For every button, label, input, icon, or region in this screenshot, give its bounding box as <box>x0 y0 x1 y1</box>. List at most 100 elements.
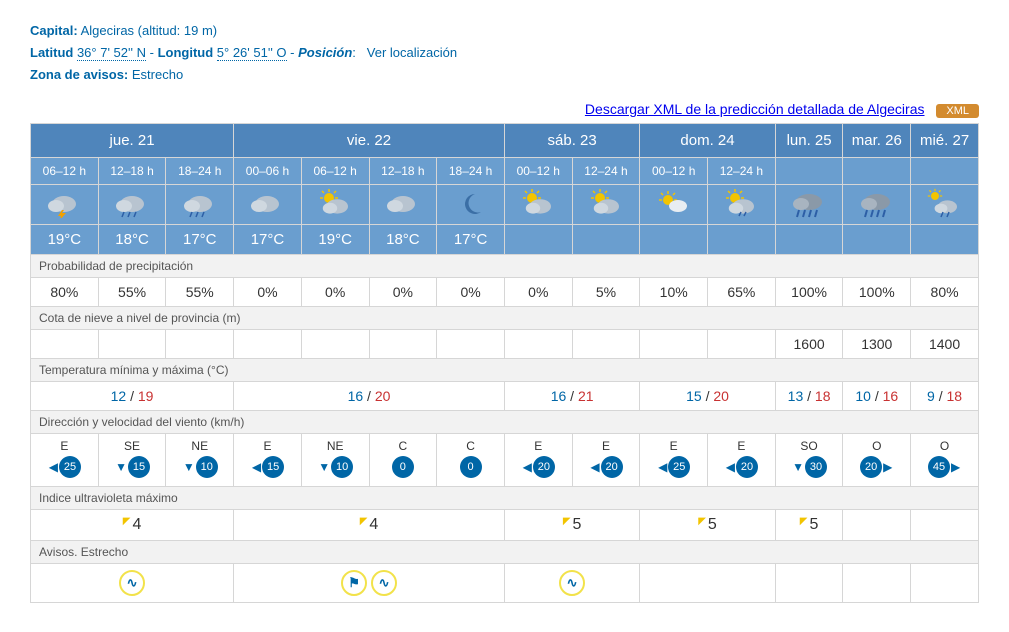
sky-icon <box>301 184 369 224</box>
period-label: 06–12 h <box>31 157 99 184</box>
minmax-value: 13 / 18 <box>775 381 843 410</box>
section-wind: Dirección y velocidad del viento (km/h) <box>31 410 979 433</box>
day-header: mar. 26 <box>843 123 911 157</box>
uv-value <box>911 509 979 540</box>
aviso-cell <box>911 563 979 602</box>
lon-value: 5° 26' 51'' O <box>217 45 287 61</box>
zone-label: Zona de avisos: <box>30 67 128 82</box>
day-header: lun. 25 <box>775 123 843 157</box>
forecast-table: jue. 21vie. 22sáb. 23dom. 24lun. 25mar. … <box>30 123 979 603</box>
snow-value <box>166 329 234 358</box>
aviso-cell <box>640 563 775 602</box>
snow-value: 1400 <box>911 329 979 358</box>
period-label: 18–24 h <box>437 157 505 184</box>
header-temp <box>775 224 843 254</box>
period-label: 12–18 h <box>369 157 437 184</box>
sky-icon <box>775 184 843 224</box>
section-avisos: Avisos. Estrecho <box>31 540 979 563</box>
period-label: 00–12 h <box>504 157 572 184</box>
minmax-value: 12 / 19 <box>31 381 234 410</box>
snow-value <box>31 329 99 358</box>
precip-value: 100% <box>775 277 843 306</box>
precip-value: 65% <box>708 277 776 306</box>
wind-cell: O45▶ <box>911 433 979 486</box>
uv-value: 4 <box>234 509 505 540</box>
sky-icon <box>708 184 776 224</box>
section-uv: Indice ultravioleta máximo <box>31 486 979 509</box>
precip-value: 55% <box>166 277 234 306</box>
section-snow: Cota de nieve a nivel de provincia (m) <box>31 306 979 329</box>
wind-cell: O20▶ <box>843 433 911 486</box>
precip-value: 0% <box>504 277 572 306</box>
period-label: 12–18 h <box>98 157 166 184</box>
snow-value: 1600 <box>775 329 843 358</box>
aviso-wave-icon: ∿ <box>371 570 397 596</box>
period-label: 00–12 h <box>640 157 708 184</box>
day-header: vie. 22 <box>234 123 505 157</box>
header-temp <box>708 224 776 254</box>
wind-cell: NE▼10 <box>166 433 234 486</box>
period-label <box>843 157 911 184</box>
header-temp <box>911 224 979 254</box>
precip-value: 0% <box>234 277 302 306</box>
location-meta: Capital: Algeciras (altitud: 19 m) Latit… <box>30 20 979 86</box>
minmax-value: 15 / 20 <box>640 381 775 410</box>
header-temp: 18°C <box>98 224 166 254</box>
pos-link[interactable]: Ver localización <box>367 45 457 60</box>
header-temp <box>572 224 640 254</box>
precip-value: 80% <box>911 277 979 306</box>
header-temp: 19°C <box>31 224 99 254</box>
wind-cell: E◀15 <box>234 433 302 486</box>
wind-cell: NE▼10 <box>301 433 369 486</box>
precip-value: 10% <box>640 277 708 306</box>
snow-value <box>708 329 776 358</box>
aviso-wave-icon: ∿ <box>559 570 585 596</box>
sky-icon <box>98 184 166 224</box>
aviso-cell: ⚑∿ <box>234 563 505 602</box>
header-temp: 19°C <box>301 224 369 254</box>
uv-value: 5 <box>640 509 775 540</box>
capital-value: Algeciras (altitud: 19 m) <box>81 23 218 38</box>
section-temp: Temperatura mínima y máxima (°C) <box>31 358 979 381</box>
snow-value: 1300 <box>843 329 911 358</box>
snow-value <box>301 329 369 358</box>
download-xml-link[interactable]: Descargar XML de la predicción detallada… <box>585 101 925 117</box>
wind-cell: SE▼15 <box>98 433 166 486</box>
period-label: 06–12 h <box>301 157 369 184</box>
minmax-value: 9 / 18 <box>911 381 979 410</box>
header-temp: 17°C <box>437 224 505 254</box>
sky-icon <box>437 184 505 224</box>
lat-label: Latitud <box>30 45 73 60</box>
minmax-value: 16 / 21 <box>504 381 639 410</box>
sky-icon <box>843 184 911 224</box>
snow-value <box>234 329 302 358</box>
day-header: dom. 24 <box>640 123 775 157</box>
aviso-cell <box>775 563 843 602</box>
xml-badge[interactable]: XML <box>936 104 979 118</box>
uv-value: 5 <box>775 509 843 540</box>
aviso-wave-icon: ∿ <box>119 570 145 596</box>
wind-cell: SO▼30 <box>775 433 843 486</box>
sky-icon <box>911 184 979 224</box>
capital-label: Capital: <box>30 23 78 38</box>
precip-value: 55% <box>98 277 166 306</box>
header-temp <box>504 224 572 254</box>
sky-icon <box>369 184 437 224</box>
lon-label: Longitud <box>158 45 214 60</box>
aviso-coast-icon: ⚑ <box>341 570 367 596</box>
wind-cell: E◀20 <box>708 433 776 486</box>
snow-value <box>572 329 640 358</box>
minmax-value: 16 / 20 <box>234 381 505 410</box>
uv-value <box>843 509 911 540</box>
day-header: sáb. 23 <box>504 123 639 157</box>
download-row: Descargar XML de la predicción detallada… <box>30 101 979 117</box>
sky-icon <box>572 184 640 224</box>
lat-value: 36° 7' 52'' N <box>77 45 146 61</box>
zone-value: Estrecho <box>132 67 183 82</box>
uv-value: 4 <box>31 509 234 540</box>
wind-cell: C0 <box>369 433 437 486</box>
sky-icon <box>31 184 99 224</box>
uv-value: 5 <box>504 509 639 540</box>
period-label <box>775 157 843 184</box>
snow-value <box>369 329 437 358</box>
